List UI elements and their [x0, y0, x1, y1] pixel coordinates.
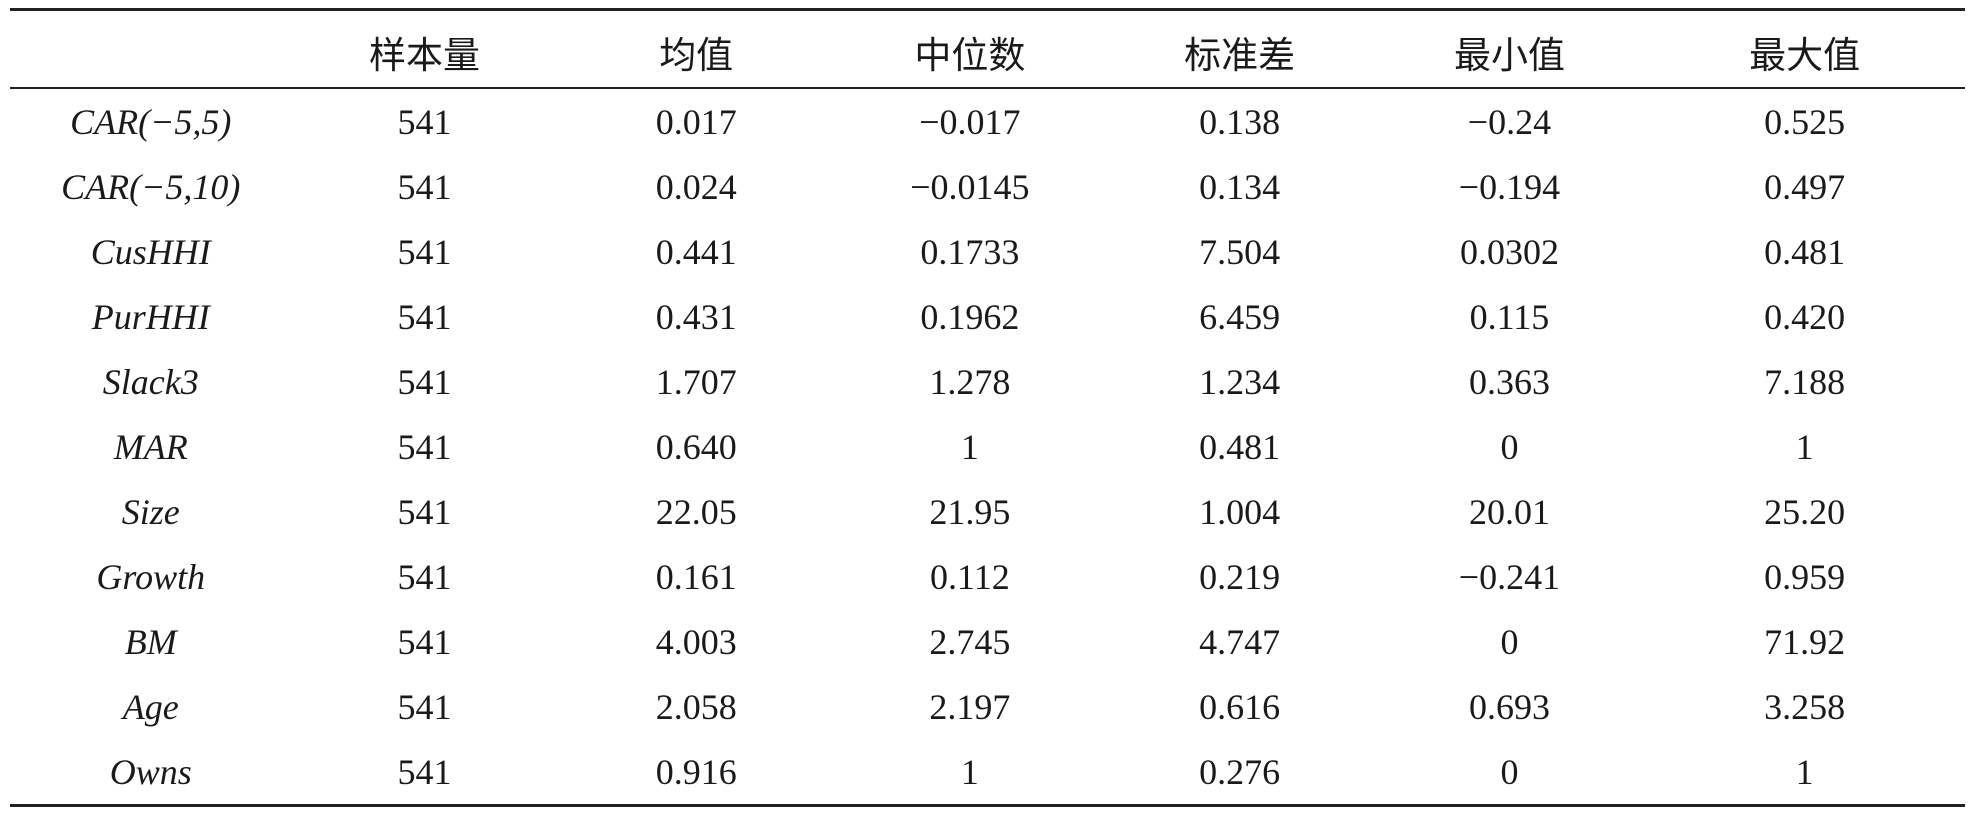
- row-variable: CusHHI: [90, 231, 211, 272]
- cell-std-dev: 7.504: [1199, 231, 1281, 272]
- row-variable: Owns: [109, 751, 192, 792]
- cell-sample-size: 541: [397, 751, 452, 792]
- header-min: 最小值: [1453, 34, 1565, 77]
- cell-std-dev: 4.747: [1199, 621, 1281, 662]
- table-row: Slack3 541 1.707 1.278 1.234 0.363 7.188: [10, 349, 1965, 414]
- cell-mean: 0.640: [655, 426, 737, 467]
- cell-mean: 0.431: [655, 296, 737, 337]
- cell-sample-size: 541: [397, 686, 452, 727]
- row-variable: CAR(−5,10): [61, 166, 241, 207]
- cell-std-dev: 6.459: [1199, 296, 1281, 337]
- cell-min: −0.241: [1458, 556, 1561, 597]
- table-row: BM 541 4.003 2.745 4.747 0 71.92: [10, 609, 1965, 674]
- cell-sample-size: 541: [397, 426, 452, 467]
- cell-std-dev: 0.134: [1199, 166, 1281, 207]
- cell-mean: 1.707: [655, 361, 737, 402]
- cell-mean: 0.441: [655, 231, 737, 272]
- cell-sample-size: 541: [397, 556, 452, 597]
- table-row: Owns 541 0.916 1 0.276 0 1: [10, 739, 1965, 806]
- cell-min: 0.693: [1468, 686, 1550, 727]
- cell-mean: 0.916: [655, 751, 737, 792]
- cell-min: 0: [1500, 426, 1519, 467]
- cell-max: 25.20: [1764, 491, 1846, 532]
- table-row: CAR(−5,5) 541 0.017 −0.017 0.138 −0.24 0…: [10, 88, 1965, 154]
- cell-mean: 0.161: [655, 556, 737, 597]
- cell-min: 0.363: [1468, 361, 1550, 402]
- table-row: Growth 541 0.161 0.112 0.219 −0.241 0.95…: [10, 544, 1965, 609]
- cell-median: 1: [960, 751, 979, 792]
- cell-min: 20.01: [1468, 491, 1550, 532]
- cell-max: 71.92: [1764, 621, 1846, 662]
- row-variable: MAR: [113, 426, 188, 467]
- row-variable: Size: [121, 491, 180, 532]
- cell-sample-size: 541: [397, 231, 452, 272]
- cell-max: 1: [1795, 751, 1814, 792]
- row-variable: Slack3: [102, 361, 199, 402]
- table-row: MAR 541 0.640 1 0.481 0 1: [10, 414, 1965, 479]
- cell-std-dev: 0.616: [1199, 686, 1281, 727]
- cell-sample-size: 541: [397, 166, 452, 207]
- cell-std-dev: 0.481: [1199, 426, 1281, 467]
- row-variable: CAR(−5,5): [70, 101, 232, 142]
- cell-min: 0.0302: [1459, 231, 1559, 272]
- cell-min: −0.194: [1458, 166, 1561, 207]
- cell-max: 0.420: [1764, 296, 1846, 337]
- statistics-table-container: 样本量 均值 中位数 标准差 最小值 最大值 CAR(−5,5) 541 0.0…: [10, 8, 1965, 807]
- cell-median: 0.1962: [920, 296, 1020, 337]
- cell-sample-size: 541: [397, 491, 452, 532]
- table-row: Size 541 22.05 21.95 1.004 20.01 25.20: [10, 479, 1965, 544]
- cell-mean: 0.024: [655, 166, 737, 207]
- table-row: CAR(−5,10) 541 0.024 −0.0145 0.134 −0.19…: [10, 154, 1965, 219]
- descriptive-statistics-table: 样本量 均值 中位数 标准差 最小值 最大值 CAR(−5,5) 541 0.0…: [10, 8, 1965, 807]
- cell-max: 0.481: [1764, 231, 1846, 272]
- cell-sample-size: 541: [397, 361, 452, 402]
- header-median: 中位数: [914, 34, 1026, 77]
- cell-std-dev: 1.234: [1199, 361, 1281, 402]
- cell-median: 2.745: [929, 621, 1011, 662]
- header-mean: 均值: [659, 34, 734, 77]
- cell-max: 0.525: [1764, 101, 1846, 142]
- cell-median: 2.197: [929, 686, 1011, 727]
- table-row: Age 541 2.058 2.197 0.616 0.693 3.258: [10, 674, 1965, 739]
- table-row: PurHHI 541 0.431 0.1962 6.459 0.115 0.42…: [10, 284, 1965, 349]
- cell-max: 7.188: [1764, 361, 1846, 402]
- cell-std-dev: 1.004: [1199, 491, 1281, 532]
- cell-max: 0.497: [1764, 166, 1846, 207]
- cell-mean: 4.003: [655, 621, 737, 662]
- cell-median: 0.112: [930, 556, 1010, 597]
- row-variable: PurHHI: [91, 296, 210, 337]
- cell-sample-size: 541: [397, 621, 452, 662]
- cell-median: −0.017: [919, 101, 1021, 142]
- cell-mean: 22.05: [655, 491, 737, 532]
- cell-median: −0.0145: [910, 166, 1030, 207]
- cell-median: 1: [960, 426, 979, 467]
- cell-mean: 0.017: [655, 101, 737, 142]
- header-std-dev: 标准差: [1184, 34, 1296, 77]
- cell-max: 0.959: [1764, 556, 1846, 597]
- row-variable: Growth: [96, 556, 206, 597]
- cell-median: 21.95: [929, 491, 1011, 532]
- cell-min: 0: [1500, 621, 1519, 662]
- header-variable: [10, 10, 292, 89]
- cell-median: 1.278: [929, 361, 1011, 402]
- header-max: 最大值: [1749, 34, 1861, 77]
- cell-max: 3.258: [1764, 686, 1846, 727]
- cell-std-dev: 0.138: [1199, 101, 1281, 142]
- cell-max: 1: [1795, 426, 1814, 467]
- cell-median: 0.1733: [920, 231, 1020, 272]
- cell-min: −0.24: [1467, 101, 1552, 142]
- row-variable: Age: [122, 686, 179, 727]
- row-variable: BM: [124, 621, 177, 662]
- cell-sample-size: 541: [397, 101, 452, 142]
- header-sample-size: 样本量: [368, 34, 480, 77]
- cell-sample-size: 541: [397, 296, 452, 337]
- cell-min: 0.115: [1469, 296, 1550, 337]
- cell-std-dev: 0.276: [1199, 751, 1281, 792]
- cell-mean: 2.058: [655, 686, 737, 727]
- cell-std-dev: 0.219: [1199, 556, 1281, 597]
- cell-min: 0: [1500, 751, 1519, 792]
- header-row: 样本量 均值 中位数 标准差 最小值 最大值: [10, 9, 1965, 89]
- table-row: CusHHI 541 0.441 0.1733 7.504 0.0302 0.4…: [10, 219, 1965, 284]
